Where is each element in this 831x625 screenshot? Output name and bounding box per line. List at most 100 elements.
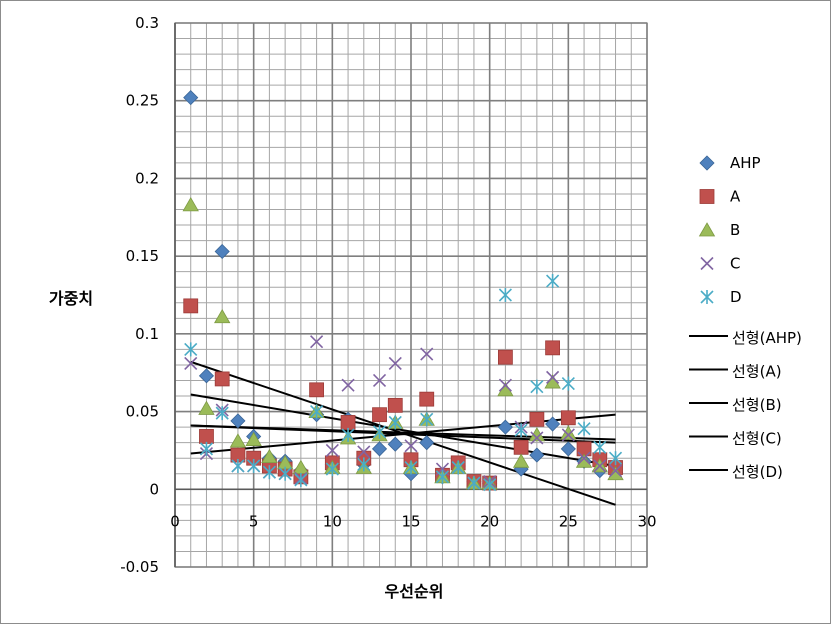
marker-stroke	[388, 356, 402, 370]
legend-marker-d	[700, 290, 714, 304]
y-tick-label: 0.25	[126, 92, 159, 110]
trendline	[190, 393, 616, 467]
data-point-c	[184, 356, 198, 370]
data-point-a	[529, 411, 545, 427]
marker-stroke	[325, 443, 339, 457]
x-tick-label: 15	[401, 512, 420, 530]
marker-stroke	[700, 256, 714, 271]
y-tick-label: 0.15	[126, 247, 159, 265]
data-point-b	[560, 425, 577, 440]
data-point-ahp	[419, 435, 435, 451]
data-point-b	[245, 431, 262, 446]
legend-label: D	[730, 288, 742, 306]
data-point-d	[199, 441, 214, 456]
data-point-ahp	[387, 436, 403, 452]
legend-label: 선형(D)	[732, 463, 783, 481]
x-tick-label: 30	[637, 512, 656, 530]
data-point-c	[372, 373, 387, 388]
data-point-d	[577, 421, 591, 436]
data-point-a	[183, 298, 199, 314]
data-point-c	[420, 347, 434, 361]
y-tick-label: 0.3	[135, 14, 159, 32]
data-point-a	[309, 382, 325, 398]
data-point-a	[387, 397, 403, 413]
data-points-layer	[182, 90, 624, 492]
data-point-d	[530, 379, 544, 394]
legend-label: AHP	[730, 154, 761, 172]
marker-stroke	[593, 459, 607, 473]
y-tick-label: 0.2	[135, 169, 159, 187]
data-point-c	[577, 451, 591, 465]
data-point-d	[325, 462, 339, 477]
marker-stroke	[372, 373, 387, 388]
data-point-a	[199, 429, 214, 444]
data-point-b	[182, 197, 199, 212]
x-tick-label: 25	[559, 512, 578, 530]
data-point-b	[607, 465, 624, 481]
y-axis-title: 가중치	[49, 289, 93, 308]
marker-stroke	[357, 445, 371, 459]
data-point-d	[310, 404, 324, 419]
data-point-ahp	[529, 447, 545, 463]
marker-stroke	[546, 370, 560, 384]
data-point-ahp	[198, 368, 215, 384]
data-point-d	[593, 440, 607, 455]
data-point-b	[198, 400, 215, 415]
data-point-d	[231, 458, 245, 473]
y-tick-label: 0.1	[135, 325, 159, 343]
legend-marker-c	[700, 256, 714, 271]
data-point-d	[435, 469, 450, 484]
data-point-ahp	[371, 441, 388, 457]
data-point-d	[404, 460, 418, 475]
marker-stroke	[530, 431, 544, 445]
marker-stroke	[184, 356, 198, 370]
data-point-c	[388, 356, 402, 370]
data-point-d	[372, 424, 387, 439]
data-point-d	[514, 423, 528, 438]
data-point-c	[608, 464, 623, 478]
data-point-a	[513, 439, 529, 455]
legend-label: C	[730, 255, 740, 273]
data-point-c	[341, 378, 355, 392]
marker-stroke	[608, 464, 623, 478]
data-point-a	[372, 407, 387, 423]
legend-label: 선형(B)	[732, 396, 782, 414]
data-point-a	[419, 391, 435, 407]
data-point-b	[575, 453, 593, 468]
data-point-d	[561, 376, 575, 391]
data-point-c	[530, 431, 544, 445]
y-tick-label: -0.05	[120, 558, 159, 576]
marker-stroke	[310, 335, 324, 349]
y-tick-label: 0	[149, 480, 159, 498]
marker-stroke	[341, 378, 355, 392]
data-point-d	[451, 460, 465, 475]
data-point-c	[404, 439, 418, 453]
data-point-b	[292, 459, 310, 474]
legend-marker-a	[699, 189, 715, 204]
data-point-ahp	[560, 441, 576, 457]
trendline-layer	[190, 360, 616, 506]
legend-label: 선형(AHP)	[732, 329, 802, 347]
legend-label: A	[730, 188, 741, 206]
data-point-a	[214, 371, 230, 387]
data-point-b	[214, 308, 231, 324]
data-point-c	[546, 370, 560, 384]
data-point-d	[262, 465, 276, 480]
x-tick-label: 10	[323, 512, 342, 530]
data-point-b	[261, 448, 278, 464]
data-point-d	[357, 457, 371, 472]
x-tick-label: 20	[480, 512, 499, 530]
data-point-d	[467, 476, 481, 491]
legend-label: 선형(C)	[732, 430, 782, 448]
data-point-d	[247, 458, 261, 473]
data-point-ahp	[183, 90, 199, 106]
x-tick-label: 0	[170, 512, 180, 530]
marker-stroke	[420, 347, 434, 361]
data-point-d	[546, 274, 560, 289]
x-axis-title: 우선순위	[385, 582, 444, 601]
legend-label: B	[730, 221, 740, 239]
grid-layer	[174, 22, 648, 568]
data-point-c	[357, 445, 371, 459]
